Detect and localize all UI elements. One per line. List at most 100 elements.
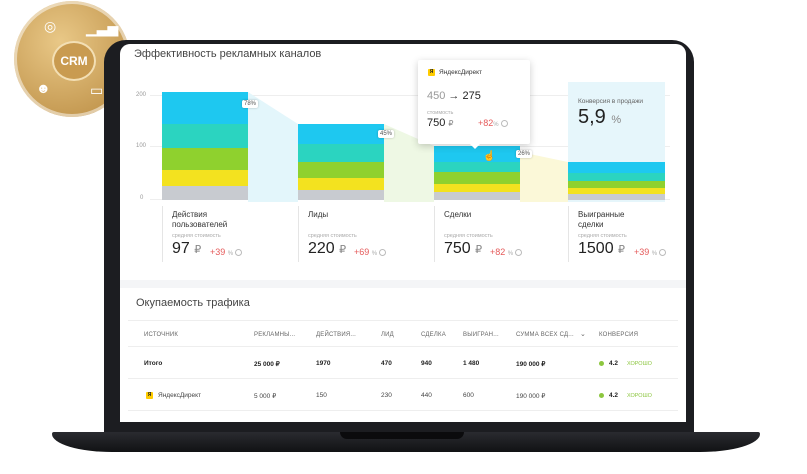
column-header[interactable]: ДЕЙСТВИЯ... <box>316 332 357 338</box>
funnel-bar-gray <box>568 194 665 200</box>
funnel-connectors <box>248 92 568 202</box>
stage-amount: 220 <box>308 240 335 257</box>
divider <box>128 320 678 321</box>
user-icon: ☻ <box>36 80 51 96</box>
cell-actions: 150 <box>316 392 327 399</box>
stage-currency: ₽ <box>339 244 347 256</box>
funnel-bar-cyan[interactable] <box>434 146 520 162</box>
stage-delta: +39 % <box>210 247 243 257</box>
status-dot <box>599 361 604 366</box>
funnel-bar-yellow <box>568 188 665 194</box>
funnel-bar-gray <box>162 186 248 200</box>
cell-deals: 440 <box>421 392 432 399</box>
stage-delta: +82 % <box>490 247 523 257</box>
cell-source: Итого <box>144 360 163 367</box>
gridline <box>150 95 670 96</box>
funnel-bar-yellow <box>298 178 384 190</box>
column-header[interactable]: ВЫИГРАН... <box>463 332 499 338</box>
funnel-bar-cyan <box>162 92 248 124</box>
info-icon[interactable] <box>235 249 243 257</box>
stage-sub: средняя стоимость <box>172 233 221 239</box>
stage-delta-value: +39 <box>210 247 226 257</box>
funnel-bar-green <box>298 162 384 178</box>
stage-currency: ₽ <box>618 244 626 256</box>
funnel-bar-green <box>162 148 248 170</box>
stage-delta: +69 % <box>354 247 387 257</box>
stage-delta: +39 % <box>634 247 667 257</box>
cell-ad: 5 000 ₽ <box>254 393 277 400</box>
info-icon[interactable] <box>659 249 667 257</box>
funnel-bar-green <box>568 181 665 188</box>
conversion-label: Конверсия в продажи <box>578 98 644 105</box>
funnel-bar-yellow <box>162 170 248 186</box>
tooltip-currency: ₽ <box>448 119 454 128</box>
divider <box>128 410 678 411</box>
conversion-tag: 26% <box>516 150 533 158</box>
cell-conversion: 4.2 <box>609 392 619 399</box>
stage-value: 1500 ₽ <box>578 240 625 258</box>
info-icon[interactable] <box>515 249 523 257</box>
stage-sub: средняя стоимость <box>444 233 493 239</box>
funnel-bar-gray <box>298 190 384 200</box>
column-header[interactable]: ИСТОЧНИК <box>144 332 179 338</box>
divider <box>434 206 435 262</box>
stage-amount: 750 <box>444 240 471 257</box>
info-icon[interactable] <box>379 249 387 257</box>
funnel-bar-teal <box>162 124 248 148</box>
conversion-tag: 45% <box>378 130 395 138</box>
column-header[interactable]: ЛИД <box>381 332 394 338</box>
stage-delta-value: +39 <box>634 247 650 257</box>
stage-delta-unit: % <box>507 251 514 257</box>
section-separator <box>120 280 686 288</box>
column-header[interactable]: РЕКЛАМНЫ... <box>254 332 296 338</box>
stage-sub: средняя стоимость <box>578 233 627 239</box>
column-header[interactable]: СУММА ВСЕХ СД... <box>516 332 574 338</box>
yandex-direct-icon: Я <box>428 69 435 76</box>
divider <box>568 206 569 262</box>
divider <box>162 206 163 262</box>
stage-name: Действия пользователей <box>172 210 228 229</box>
chevron-down-icon[interactable]: ⌄ <box>580 331 587 338</box>
y-tick: 100 <box>136 143 147 149</box>
stage-value: 97 ₽ <box>172 240 201 258</box>
cell-ad: 25 000 ₽ <box>254 361 280 368</box>
stage-name: Сделки <box>444 210 472 219</box>
conversion-tag: 78% <box>242 100 259 108</box>
app-screen: Эффективность рекламных каналов 200 100 … <box>120 44 686 422</box>
funnel-flow <box>520 152 568 202</box>
tooltip-sub: стоимость <box>427 110 454 116</box>
laptop-base <box>52 432 760 452</box>
cell-won: 600 <box>463 392 474 399</box>
stage-name: Лиды <box>308 210 329 219</box>
tooltip-value: 750 ₽ <box>427 117 454 129</box>
cell-source[interactable]: ЯндексДирект <box>158 392 202 399</box>
stage-amount: 1500 <box>578 240 614 257</box>
stage-delta-unit: % <box>371 251 378 257</box>
cell-deals: 940 <box>421 360 432 367</box>
column-header[interactable]: СДЕЛКА <box>421 332 446 338</box>
laptop-notch <box>340 432 464 439</box>
status-dot <box>599 393 604 398</box>
stage-delta-unit: % <box>227 251 234 257</box>
cell-leads: 230 <box>381 392 392 399</box>
funnel-bar-gray <box>434 192 520 200</box>
stage-name: Выигранные сделки <box>578 210 625 229</box>
stage-amount: 97 <box>172 240 190 257</box>
stage-value: 220 ₽ <box>308 240 346 258</box>
info-icon[interactable] <box>500 120 508 128</box>
funnel-bar-green <box>434 172 520 184</box>
status-badge: ХОРОШО <box>627 361 652 367</box>
column-header[interactable]: КОНВЕРСИЯ <box>599 332 639 338</box>
tooltip-range: 450 → 275 <box>427 90 481 102</box>
arrow-right-icon: → <box>448 90 460 102</box>
stage-delta-value: +82 <box>490 247 506 257</box>
divider <box>128 346 678 347</box>
tooltip-delta: +82% <box>478 118 508 128</box>
stage-delta-unit: % <box>651 251 658 257</box>
funnel-bar-cyan <box>298 124 384 144</box>
stage-value: 750 ₽ <box>444 240 482 258</box>
status-badge: ХОРОШО <box>627 393 652 399</box>
funnel-bar-teal <box>298 144 384 162</box>
divider <box>128 378 678 379</box>
divider <box>298 206 299 262</box>
